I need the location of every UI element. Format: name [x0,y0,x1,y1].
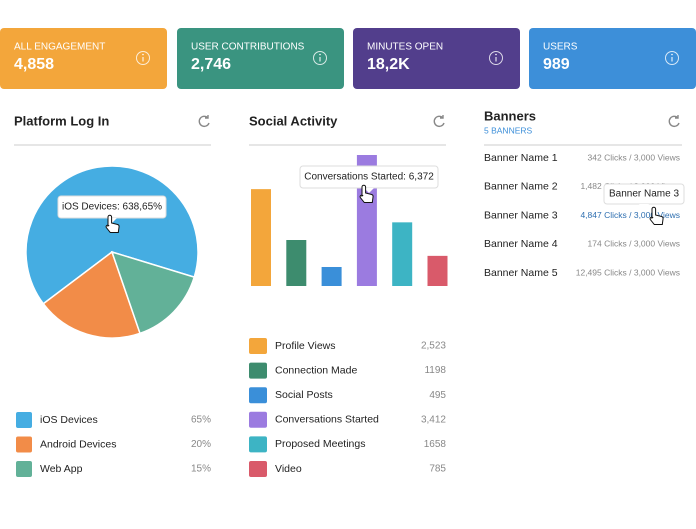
panel-subtitle: 5 BANNERS [484,125,533,135]
tooltip-text: iOS Devices: 638,65% [62,202,162,213]
legend-swatch [249,411,267,428]
legend-label: Android Devices [40,438,116,450]
refresh-icon[interactable] [668,115,680,128]
kpi-row: ALL ENGAGEMENT 4,858 USER CONTRIBUTIONS 2,7… [0,28,696,89]
kpi-value: 2,746 [191,56,231,73]
legend-swatch [249,436,267,453]
legend-swatch [249,362,267,379]
bar [321,266,342,286]
kpi-label: USERS [543,42,578,53]
info-icon-dot [671,53,673,56]
tooltip-arrow [639,204,649,209]
info-icon[interactable] [313,51,327,65]
kpi-label: ALL ENGAGEMENT [14,42,105,53]
legend-label: Conversations Started [275,414,379,426]
legend-label: Proposed Meetings [275,438,365,450]
tooltip-text: Banner Name 3 [609,189,679,200]
legend-label: Social Posts [275,389,333,401]
kpi-label: USER CONTRIBUTIONS [191,42,305,53]
legend-value: 20% [191,439,211,450]
tooltip-arrow [364,188,374,193]
kpi-label: MINUTES OPEN [367,42,443,53]
legend-value: 785 [429,464,446,475]
legend-label: Profile Views [275,340,336,352]
info-icon-dot [495,53,497,56]
panel-title: Banners [484,108,536,123]
legend-swatch [249,338,267,354]
legend-label: Web App [40,463,83,475]
cursor [359,184,374,203]
banner-name[interactable]: Banner Name 5 [484,267,558,279]
legend-value: 3,412 [421,414,446,425]
legend-value: 65% [191,415,211,426]
refresh-icon[interactable] [198,115,210,128]
cursor [649,206,664,225]
legend-swatch [16,461,32,477]
info-icon[interactable] [489,51,503,65]
bar [251,189,271,286]
banner-name[interactable]: Banner Name 4 [484,238,558,250]
banner-stats: 174 Clicks / 3,000 Views [588,239,680,249]
info-icon-dot [142,53,144,56]
pie-slice [110,250,196,335]
bar [427,255,448,286]
banner-stats: 12,495 Clicks / 3,000 Views [576,267,680,277]
legend-value: 1198 [424,365,446,376]
legend-label: iOS Devices [40,414,98,426]
legend-value: 15% [191,464,211,475]
banner-name[interactable]: Banner Name 3 [484,209,558,221]
panel-title: Platform Log In [14,113,109,128]
legend-swatch [249,461,267,477]
bar [286,240,307,286]
banner-name[interactable]: Banner Name 1 [484,152,558,164]
banner-stats: 4,847 Clicks / 3,000 Views [580,210,680,220]
kpi-card [177,28,344,89]
legend-value: 495 [429,390,446,401]
kpi-value: 18,2K [367,56,410,73]
banner-name[interactable]: Banner Name 2 [484,181,558,193]
tooltip-text: Conversations Started: 6,372 [304,172,434,183]
kpi-value: 989 [543,56,570,73]
bar [392,222,413,286]
info-icon[interactable] [136,51,150,65]
cursor [105,214,120,233]
refresh-icons [198,115,680,128]
legend-swatch [16,436,32,453]
info-icon[interactable] [665,51,679,65]
legend-swatch [16,412,32,428]
kpi-value: 4,858 [14,56,54,73]
legend-value: 1658 [424,439,447,450]
pie-slice [42,250,141,339]
refresh-icon[interactable] [433,115,445,128]
info-icon-dot [319,53,321,56]
legend-label: Connection Made [275,364,357,376]
legend-swatch [249,387,267,404]
legend-value: 2,523 [421,341,446,352]
legend-label: Video [275,463,302,475]
kpi-card [529,28,696,89]
kpi-card [353,28,520,89]
banner-stats: 342 Clicks / 3,000 Views [588,152,680,162]
kpi-card [0,28,167,89]
panel-title: Social Activity [249,113,338,128]
